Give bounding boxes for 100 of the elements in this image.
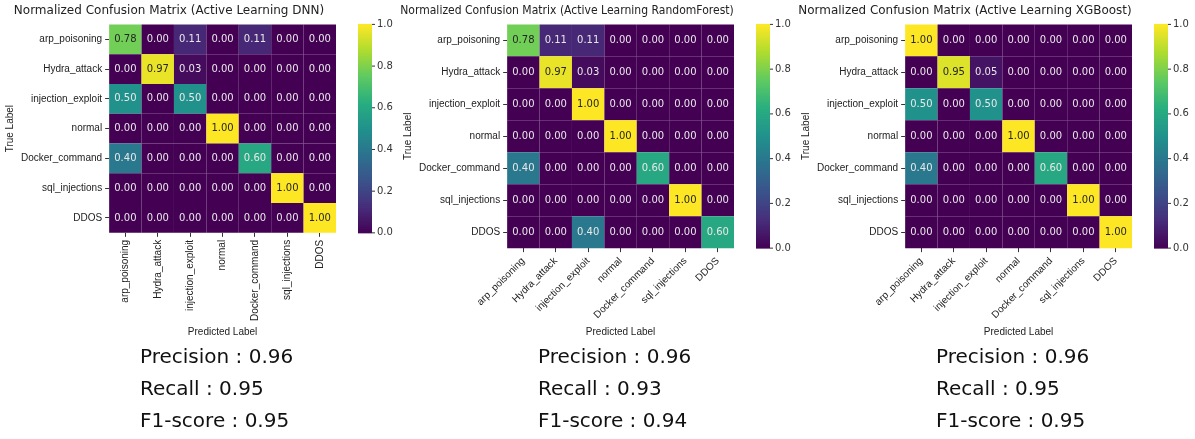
- y-tick-label: DDOS: [869, 225, 899, 237]
- data-label: 0.00: [1039, 225, 1063, 237]
- data-label: 0.40: [512, 161, 535, 173]
- data-label: 0.00: [276, 62, 299, 74]
- data-label: 0.00: [706, 33, 729, 45]
- data-label: 0.00: [544, 225, 567, 237]
- data-label: 0.00: [910, 65, 933, 77]
- data-label: 0.00: [1039, 33, 1063, 45]
- data-label: 0.00: [1072, 129, 1095, 141]
- color-bar-label: 1.0: [377, 17, 393, 29]
- data-label: 0.00: [1007, 65, 1030, 77]
- data-label: 1.00: [674, 193, 697, 205]
- chart-title: Normalized Confusion Matrix (Active Learning XGBoost): [798, 3, 1132, 18]
- y-tick-label: arp_poisoning: [835, 34, 899, 46]
- data-label: 0.00: [211, 32, 234, 44]
- data-label: 1.00: [910, 33, 933, 45]
- data-label: 0.00: [674, 129, 697, 141]
- data-label: 0.00: [276, 122, 299, 134]
- color-bar-label: 0.4: [1173, 152, 1189, 164]
- data-label: 0.50: [179, 92, 202, 104]
- color-bar-label: 0.8: [775, 62, 791, 74]
- data-label: 0.00: [1104, 129, 1127, 141]
- data-label: 0.00: [641, 65, 665, 77]
- data-label: 0.00: [910, 193, 933, 205]
- y-tick-label: sql_injections: [42, 181, 103, 193]
- data-label: 0.00: [146, 211, 169, 223]
- color-bar-label: 0.6: [377, 101, 393, 113]
- text: Precision : 0.96: [538, 343, 692, 370]
- x-tick-label: Hydra_attack: [151, 238, 163, 299]
- data-label: 0.00: [706, 193, 729, 205]
- data-label: 0.00: [308, 181, 331, 193]
- data-label: 0.00: [211, 181, 234, 193]
- color-bar-label: 0.2: [1173, 196, 1189, 208]
- data-label: 0.00: [114, 62, 137, 74]
- data-label: 0.00: [609, 33, 632, 45]
- data-label: 1.00: [1072, 193, 1095, 205]
- color-bar-label: 1.0: [1173, 17, 1189, 29]
- data-label: 0.00: [641, 225, 665, 237]
- data-label: 0.00: [146, 122, 169, 134]
- data-label: 0.00: [1039, 97, 1063, 109]
- data-label: 0.00: [609, 65, 632, 77]
- data-label: 0.00: [942, 193, 965, 205]
- color-bar-label: 0.0: [1173, 241, 1189, 253]
- x-tick-label: injection_exploit: [183, 239, 195, 312]
- y-tick-label: Docker_command: [418, 161, 501, 173]
- data-label: 1.00: [276, 181, 299, 193]
- data-label: 0.00: [641, 97, 665, 109]
- data-label: 0.03: [577, 65, 600, 77]
- data-label: 0.03: [179, 62, 202, 74]
- data-label: 0.78: [512, 33, 535, 45]
- data-label: 0.00: [512, 129, 535, 141]
- x-tick-label: Docker_command: [248, 239, 260, 322]
- y-axis-title: True Label: [3, 104, 15, 153]
- data-label: 0.00: [609, 225, 632, 237]
- data-label: 0.00: [179, 152, 202, 163]
- data-label: 0.00: [706, 129, 729, 141]
- data-label: 0.00: [308, 62, 331, 74]
- data-label: 0.00: [243, 211, 267, 223]
- data-label: 1.00: [308, 211, 331, 223]
- data-label: 0.40: [910, 161, 933, 173]
- data-label: 1.00: [577, 97, 600, 109]
- data-label: 1.00: [609, 129, 632, 141]
- data-label: 0.60: [1039, 161, 1063, 173]
- data-label: 0.00: [910, 129, 933, 141]
- data-label: 0.00: [1072, 161, 1095, 173]
- y-tick-label: arp_poisoning: [39, 33, 103, 45]
- data-label: 0.00: [975, 33, 998, 45]
- data-label: 0.00: [609, 161, 632, 173]
- data-label: 0.00: [308, 32, 331, 44]
- color-bar-label: 0.6: [775, 107, 791, 119]
- data-label: 0.00: [975, 161, 998, 173]
- data-label: 0.00: [1007, 193, 1030, 205]
- data-label: 0.00: [114, 211, 137, 223]
- data-label: 0.05: [975, 65, 998, 77]
- data-label: 0.00: [975, 225, 998, 237]
- data-label: 0.00: [146, 32, 169, 44]
- data-label: 0.00: [641, 129, 665, 141]
- data-label: 0.00: [641, 193, 665, 205]
- data-label: 0.00: [641, 33, 665, 45]
- data-label: 0.00: [1104, 161, 1127, 173]
- data-label: 0.00: [276, 32, 299, 44]
- data-label: 0.00: [1104, 97, 1127, 109]
- data-label: 0.00: [674, 97, 697, 109]
- text: Precision : 0.96: [140, 343, 294, 370]
- data-label: 0.00: [1072, 65, 1095, 77]
- y-axis-title: True Label: [799, 112, 811, 160]
- data-label: 0.00: [146, 181, 169, 193]
- data-label: 0.00: [942, 225, 965, 237]
- data-label: 0.00: [706, 97, 729, 109]
- color-bar-label: 0.4: [775, 152, 791, 164]
- text: F1-score : 0.95: [140, 407, 291, 434]
- x-axis-title: Predicted Label: [983, 325, 1054, 337]
- data-label: 0.00: [674, 33, 697, 45]
- data-label: 0.00: [1007, 97, 1030, 109]
- data-label: 0.00: [1039, 65, 1063, 77]
- y-tick-label: normal: [469, 130, 501, 142]
- data-label: 0.00: [243, 122, 267, 134]
- data-label: 0.00: [179, 122, 202, 134]
- text: Precision : 0.96: [936, 343, 1090, 370]
- data-label: 0.40: [114, 152, 137, 163]
